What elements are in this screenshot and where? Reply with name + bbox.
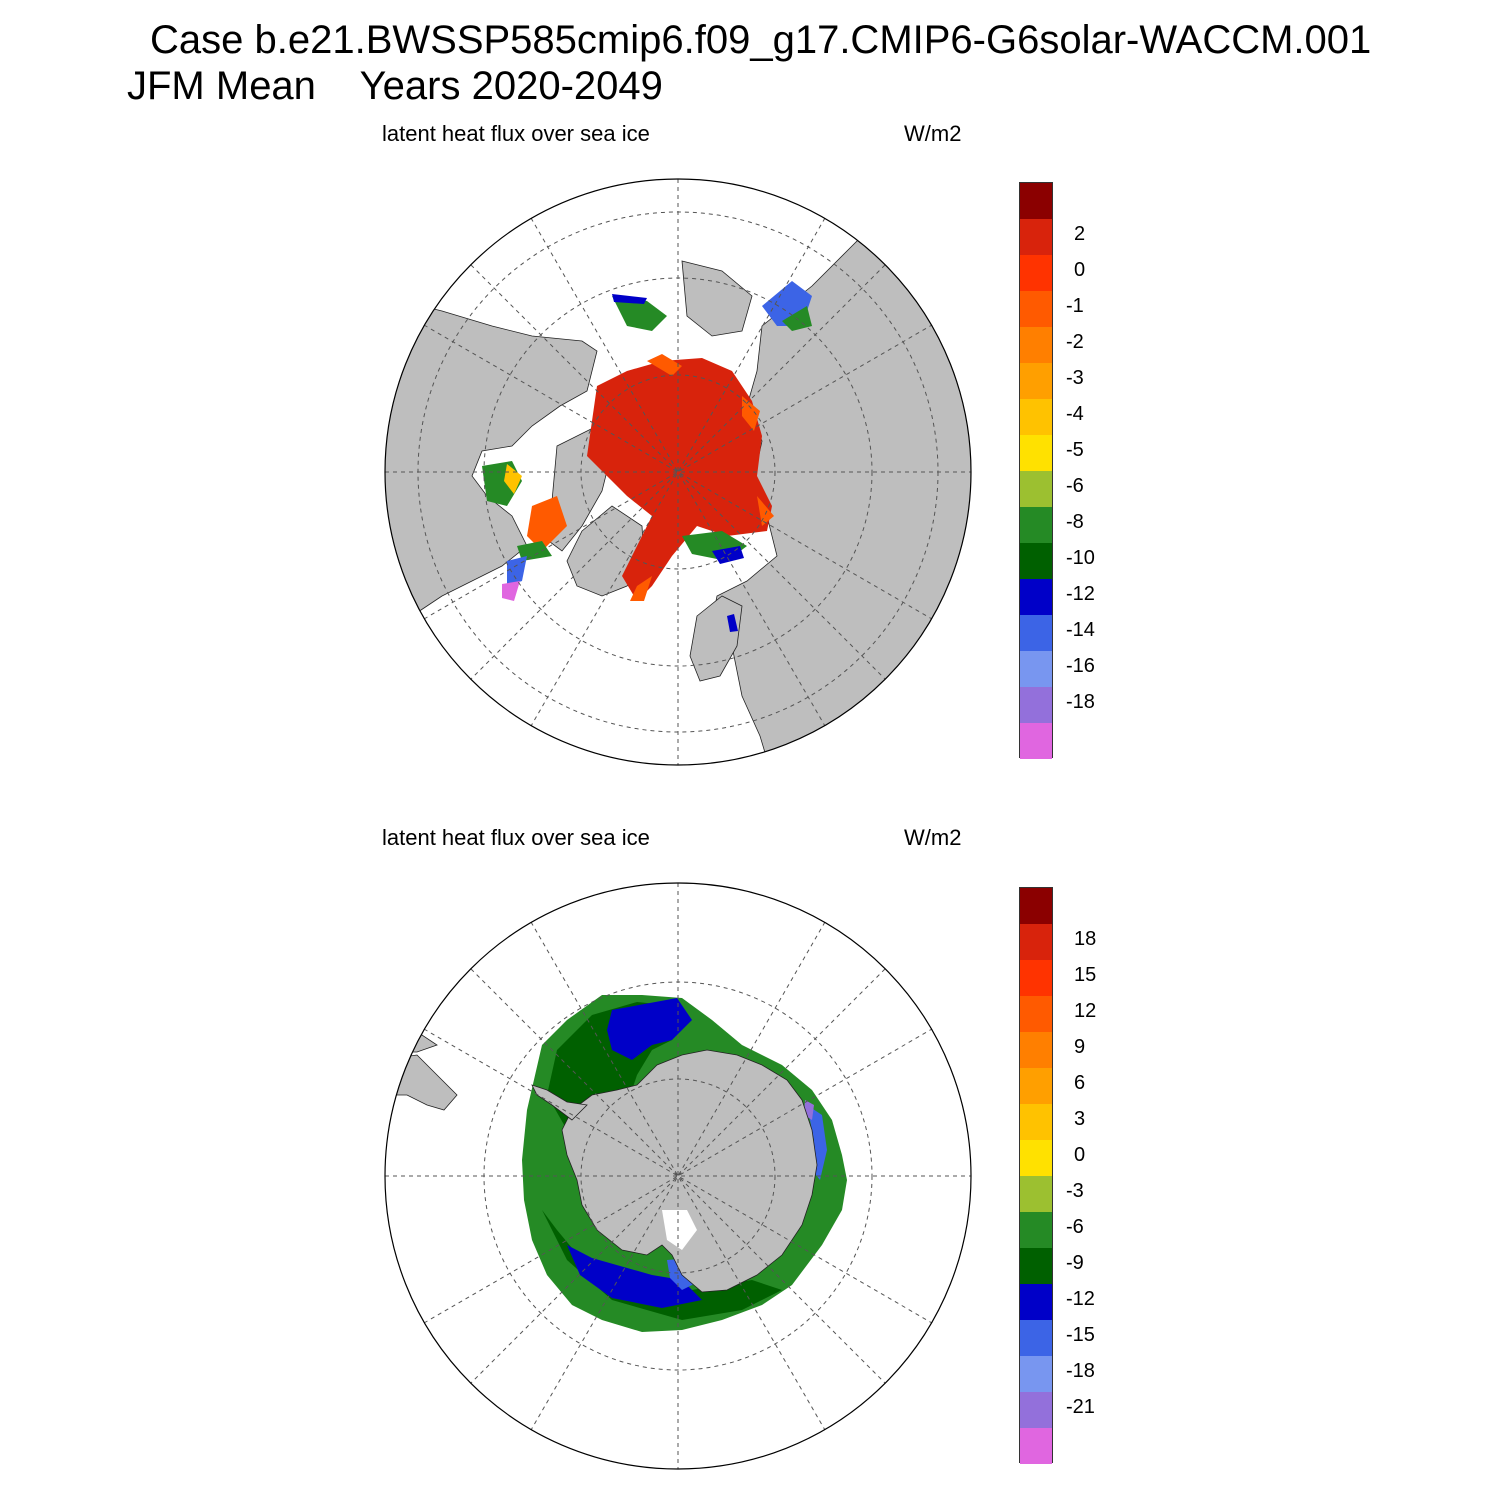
colorbar-swatch bbox=[1020, 1356, 1052, 1392]
colorbar-label: 0 bbox=[1074, 1144, 1086, 1166]
north-ice-baffin-edge bbox=[517, 541, 552, 561]
panel-north-subtitle: latent heat flux over sea ice bbox=[382, 121, 650, 146]
colorbar-swatch bbox=[1020, 1392, 1052, 1428]
colorbar-swatch bbox=[1020, 183, 1052, 219]
main-subtitle: JFM Mean Years 2020-2049 bbox=[127, 64, 663, 109]
colorbar-label: 3 bbox=[1074, 1108, 1086, 1130]
north-ice-labrador-pink bbox=[502, 581, 520, 601]
colorbar-swatch bbox=[1020, 1140, 1052, 1176]
south-graticule bbox=[385, 883, 971, 1469]
south-land-antarctica bbox=[561, 1049, 818, 1293]
colorbar-swatch bbox=[1020, 1032, 1052, 1068]
colorbar-swatch bbox=[1020, 924, 1052, 960]
colorbar-swatch bbox=[1020, 435, 1052, 471]
north-ice-labrador bbox=[507, 556, 527, 586]
colorbar-swatch bbox=[1020, 723, 1052, 759]
north-map-border bbox=[384, 178, 972, 766]
colorbar-label: -3 bbox=[1066, 367, 1084, 389]
colorbar-label: 9 bbox=[1074, 1036, 1086, 1058]
colorbar-label: 12 bbox=[1074, 1000, 1097, 1022]
north-ice-baffin bbox=[527, 496, 567, 551]
colorbar-label: 0 bbox=[1074, 259, 1086, 281]
colorbar-swatch bbox=[1020, 687, 1052, 723]
colorbar-label: -15 bbox=[1066, 1324, 1095, 1346]
colorbar-label: -16 bbox=[1066, 655, 1095, 677]
colorbar-label: -2 bbox=[1066, 331, 1084, 353]
north-land-chukotka bbox=[681, 260, 753, 337]
colorbar-label: -12 bbox=[1066, 583, 1095, 605]
north-polar-map bbox=[384, 178, 972, 766]
colorbar-swatch bbox=[1020, 579, 1052, 615]
colorbar-label: 2 bbox=[1074, 223, 1086, 245]
south-ice-ross-dark bbox=[542, 1210, 782, 1320]
colorbar-label: -14 bbox=[1066, 619, 1095, 641]
south-colorbar bbox=[1019, 887, 1053, 1464]
colorbar-swatch bbox=[1020, 651, 1052, 687]
north-ice-baltic bbox=[727, 614, 738, 632]
colorbar-swatch bbox=[1020, 1428, 1052, 1464]
colorbar-swatch bbox=[1020, 1284, 1052, 1320]
north-colorbar bbox=[1019, 182, 1053, 759]
colorbar-swatch bbox=[1020, 1068, 1052, 1104]
colorbar-swatch bbox=[1020, 1320, 1052, 1356]
colorbar-swatch bbox=[1020, 1248, 1052, 1284]
colorbar-label: -6 bbox=[1066, 1216, 1084, 1238]
colorbar-label: -21 bbox=[1066, 1396, 1095, 1418]
colorbar-label: -4 bbox=[1066, 403, 1084, 425]
south-land-peninsula bbox=[531, 1084, 588, 1121]
panel-south-units: W/m2 bbox=[904, 825, 962, 850]
colorbar-swatch bbox=[1020, 996, 1052, 1032]
colorbar-swatch bbox=[1020, 543, 1052, 579]
north-ice-bering bbox=[612, 296, 667, 331]
south-ice-shelf bbox=[662, 1210, 697, 1250]
colorbar-label: -3 bbox=[1066, 1180, 1084, 1202]
colorbar-label: -6 bbox=[1066, 475, 1084, 497]
colorbar-swatch bbox=[1020, 615, 1052, 651]
colorbar-swatch bbox=[1020, 363, 1052, 399]
colorbar-label: 6 bbox=[1074, 1072, 1086, 1094]
panel-south-subtitle: latent heat flux over sea ice bbox=[382, 825, 650, 850]
colorbar-label: -18 bbox=[1066, 691, 1095, 713]
colorbar-swatch bbox=[1020, 327, 1052, 363]
colorbar-swatch bbox=[1020, 219, 1052, 255]
north-ice-bering-edge bbox=[612, 294, 647, 304]
north-graticule bbox=[385, 179, 971, 765]
main-title: Case b.e21.BWSSP585cmip6.f09_g17.CMIP6-G… bbox=[150, 18, 1372, 62]
colorbar-label: -10 bbox=[1066, 547, 1095, 569]
south-map-border bbox=[384, 882, 972, 1470]
colorbar-label: -5 bbox=[1066, 439, 1084, 461]
south-ice-weddell-blue bbox=[607, 998, 692, 1060]
colorbar-label: -18 bbox=[1066, 1360, 1095, 1382]
colorbar-swatch bbox=[1020, 471, 1052, 507]
colorbar-swatch bbox=[1020, 888, 1052, 924]
colorbar-swatch bbox=[1020, 1104, 1052, 1140]
colorbar-label: -12 bbox=[1066, 1288, 1095, 1310]
colorbar-label: -9 bbox=[1066, 1252, 1084, 1274]
south-ice-ross-blue bbox=[567, 1245, 702, 1308]
north-ice-arctic-core bbox=[587, 358, 772, 601]
years-label: Years 2020-2049 bbox=[359, 64, 663, 108]
colorbar-label: -1 bbox=[1066, 295, 1084, 317]
colorbar-swatch bbox=[1020, 960, 1052, 996]
colorbar-label: -8 bbox=[1066, 511, 1084, 533]
colorbar-swatch bbox=[1020, 255, 1052, 291]
colorbar-label: 18 bbox=[1074, 928, 1097, 950]
colorbar-swatch bbox=[1020, 507, 1052, 543]
south-polar-map bbox=[384, 882, 972, 1470]
colorbar-label: 15 bbox=[1074, 964, 1097, 986]
colorbar-swatch bbox=[1020, 1176, 1052, 1212]
south-ice-east-blue bbox=[807, 1105, 827, 1180]
colorbar-swatch bbox=[1020, 291, 1052, 327]
panel-north-units: W/m2 bbox=[904, 121, 962, 146]
season-label: JFM Mean bbox=[127, 64, 316, 108]
colorbar-swatch bbox=[1020, 399, 1052, 435]
north-land-north-america bbox=[385, 295, 598, 637]
colorbar-swatch bbox=[1020, 1212, 1052, 1248]
